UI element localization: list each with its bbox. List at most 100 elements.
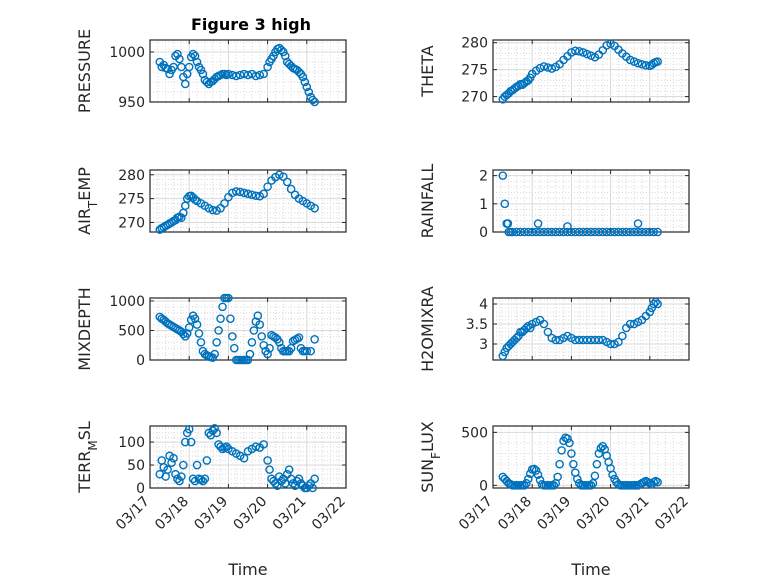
y-tick-label: 0 xyxy=(136,481,145,497)
data-point xyxy=(594,449,604,458)
data-point xyxy=(308,95,317,105)
x-axis-label: Time xyxy=(227,560,267,579)
data-point xyxy=(567,449,576,458)
data-point xyxy=(180,437,190,447)
data-point xyxy=(520,481,529,490)
data-point xyxy=(216,442,225,451)
y-tick-label: 0 xyxy=(479,478,488,494)
data-point xyxy=(282,177,292,187)
data-point xyxy=(625,55,635,65)
data-point xyxy=(512,333,521,343)
data-point xyxy=(551,335,561,345)
data-point xyxy=(186,315,196,325)
x-tick-label: 03/18 xyxy=(152,494,192,534)
data-point xyxy=(596,443,606,453)
data-point xyxy=(606,339,615,349)
x-tick-label: 03/19 xyxy=(534,494,574,534)
data-point xyxy=(567,48,576,57)
data-point xyxy=(645,307,655,317)
data-point xyxy=(574,47,584,56)
data-point xyxy=(253,311,263,321)
data-point xyxy=(169,453,178,463)
data-point xyxy=(212,428,221,438)
data-point xyxy=(188,474,198,484)
subplot-2: 270 275 280 THETA xyxy=(418,36,690,106)
data-point xyxy=(165,69,174,79)
data-point xyxy=(594,335,604,345)
x-tick-label: 03/21 xyxy=(613,494,653,534)
data-point xyxy=(641,61,651,70)
data-point xyxy=(651,297,660,307)
y-tick-label: 1 xyxy=(479,197,488,213)
data-point xyxy=(229,343,239,353)
y-tick-label: 280 xyxy=(461,36,488,52)
data-point xyxy=(214,326,223,335)
data-point xyxy=(569,459,578,469)
data-point xyxy=(629,57,639,66)
subplot-5: 0 500 1000 MIXDEPTH xyxy=(75,287,347,371)
data-point xyxy=(235,187,245,197)
axes-box xyxy=(492,39,690,103)
data-point xyxy=(231,71,241,81)
y-tick-label: 950 xyxy=(118,95,145,111)
subplot-3: 270 275 280 AIRTEMP xyxy=(75,167,347,235)
data-point xyxy=(522,478,531,488)
data-point xyxy=(263,182,272,191)
data-point xyxy=(653,57,662,66)
y-axis-label: RAINFALL xyxy=(418,164,437,239)
data-point xyxy=(231,187,241,196)
data-point xyxy=(543,327,553,337)
x-axis-label: Time xyxy=(570,560,610,579)
data-point xyxy=(555,459,564,469)
data-point xyxy=(202,456,212,465)
data-point xyxy=(618,331,627,341)
data-point xyxy=(179,460,188,470)
data-point xyxy=(298,72,308,82)
y-tick-label: 4 xyxy=(479,297,488,313)
data-point xyxy=(210,423,219,433)
data-point xyxy=(194,329,204,338)
data-point xyxy=(563,222,572,231)
data-point xyxy=(173,49,182,59)
data-point xyxy=(310,97,319,107)
data-point xyxy=(184,323,194,332)
y-tick-label: 3.5 xyxy=(466,317,488,333)
data-point xyxy=(259,189,268,199)
data-point xyxy=(306,346,316,356)
y-axis-label: H2OMIXRA xyxy=(418,286,437,372)
data-point xyxy=(179,329,188,339)
data-point xyxy=(310,335,319,344)
data-point xyxy=(265,465,274,474)
data-point xyxy=(302,82,312,92)
y-axis-label: THETA xyxy=(418,45,437,97)
data-point xyxy=(539,319,549,329)
data-points xyxy=(155,423,319,493)
data-point xyxy=(277,45,286,55)
y-tick-label: 270 xyxy=(461,90,488,106)
x-tick-label: 03/22 xyxy=(309,494,349,534)
data-point xyxy=(190,314,200,323)
data-points xyxy=(498,297,662,361)
data-point xyxy=(533,219,543,228)
data-point xyxy=(649,299,659,309)
data-point xyxy=(310,203,319,213)
data-point xyxy=(216,314,225,323)
data-point xyxy=(239,188,249,198)
data-point xyxy=(549,481,559,490)
y-tick-label: 1000 xyxy=(109,294,145,310)
data-point xyxy=(192,460,202,470)
data-point xyxy=(653,299,662,309)
axes-background xyxy=(493,40,689,102)
data-point xyxy=(196,475,206,485)
y-tick-label: 50 xyxy=(127,458,145,474)
data-point xyxy=(210,349,219,359)
data-points xyxy=(155,293,319,365)
data-point xyxy=(557,446,566,455)
data-point xyxy=(263,62,272,72)
y-tick-label: 0 xyxy=(479,225,488,241)
data-point xyxy=(498,351,508,361)
data-point xyxy=(196,65,206,75)
data-point xyxy=(175,476,184,486)
y-tick-label: 275 xyxy=(461,63,488,79)
data-point xyxy=(503,219,513,228)
